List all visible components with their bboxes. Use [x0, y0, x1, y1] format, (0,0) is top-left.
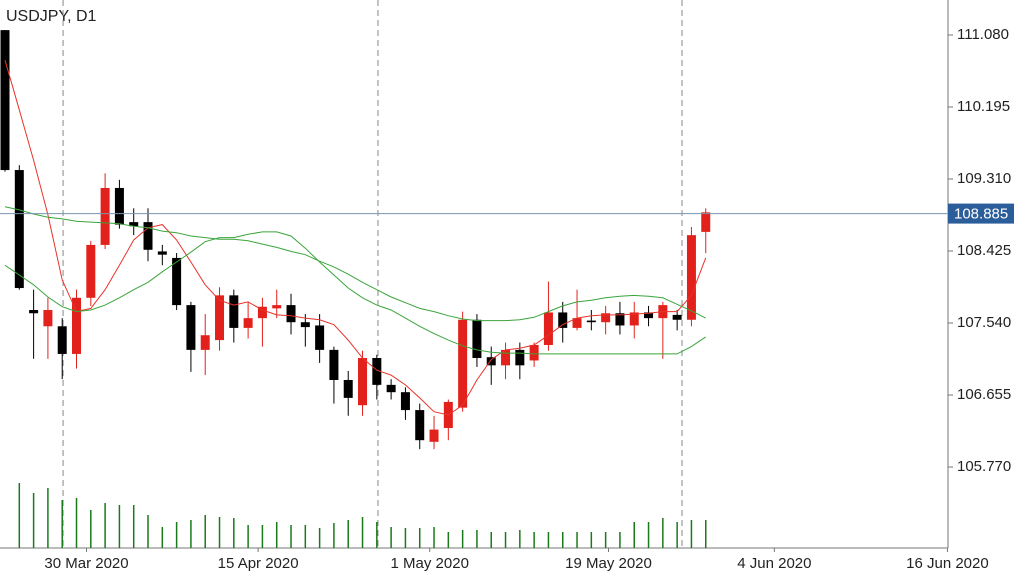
candle-body: [429, 429, 439, 442]
candle-body: [701, 212, 711, 232]
candle-body: [257, 306, 267, 319]
candle-body: [315, 325, 325, 350]
y-tick-label: 109.310: [957, 170, 1011, 187]
candle-body: [415, 410, 425, 441]
candle-body: [529, 344, 539, 361]
candle-body: [601, 313, 611, 323]
candle-body: [558, 312, 568, 328]
candle-body: [215, 295, 225, 341]
candle-body: [644, 312, 654, 319]
x-tick-label: 30 Mar 2020: [44, 555, 128, 572]
candle-body: [400, 392, 410, 411]
y-tick-label: 106.655: [957, 386, 1011, 403]
y-tick-label: 110.195: [957, 98, 1010, 115]
candle-body: [358, 358, 368, 406]
indicator-line: [4, 206, 706, 322]
candle-body: [686, 235, 696, 320]
x-tick-label: 16 Jun 2020: [906, 555, 989, 572]
candle-body: [672, 314, 682, 320]
candle-body: [543, 312, 553, 345]
candle-body: [343, 379, 353, 398]
candle-body: [329, 349, 339, 380]
y-tick-label: 111.080: [957, 26, 1009, 43]
candle-body: [200, 335, 210, 350]
y-tick-label: 105.770: [957, 458, 1011, 475]
candle-body: [0, 30, 10, 171]
candle-body: [100, 187, 110, 245]
candle-body: [72, 297, 82, 354]
candle-body: [501, 349, 511, 366]
candle-body: [629, 312, 639, 326]
candle-body: [57, 326, 67, 354]
candle-body: [157, 251, 167, 255]
candle-body: [586, 320, 596, 323]
candle-body: [186, 305, 196, 350]
chart-title: USDJPY, D1: [6, 8, 97, 25]
candle-body: [14, 170, 24, 289]
last-price-label: 108.885: [954, 206, 1008, 223]
x-tick-label: 1 May 2020: [391, 555, 469, 572]
indicator-line: [4, 231, 706, 355]
candle-body: [129, 222, 139, 227]
candle-body: [143, 222, 153, 250]
candle-body: [515, 349, 525, 366]
candle-body: [172, 257, 182, 306]
candle-body: [372, 358, 382, 385]
y-tick-label: 108.425: [957, 242, 1011, 259]
last-price-box: [948, 203, 1014, 224]
candle-body: [286, 305, 296, 323]
candle-body: [29, 310, 39, 314]
candle-body: [300, 322, 310, 328]
y-tick-label: 107.540: [957, 314, 1011, 331]
candle-body: [472, 319, 482, 359]
candle-body: [229, 295, 239, 328]
candle-body: [43, 310, 53, 327]
indicator-line: [4, 60, 707, 416]
candle-body: [615, 313, 625, 326]
x-tick-label: 4 Jun 2020: [737, 555, 811, 572]
candle-body: [458, 319, 468, 408]
x-tick-label: 15 Apr 2020: [218, 555, 299, 572]
candle-body: [486, 357, 496, 366]
candle-body: [114, 187, 124, 225]
candle-body: [572, 318, 582, 328]
candle-body: [272, 305, 282, 309]
x-tick-label: 19 May 2020: [565, 555, 652, 572]
candle-body: [86, 244, 96, 298]
candle-body: [386, 384, 396, 393]
candle-body: [243, 318, 253, 328]
